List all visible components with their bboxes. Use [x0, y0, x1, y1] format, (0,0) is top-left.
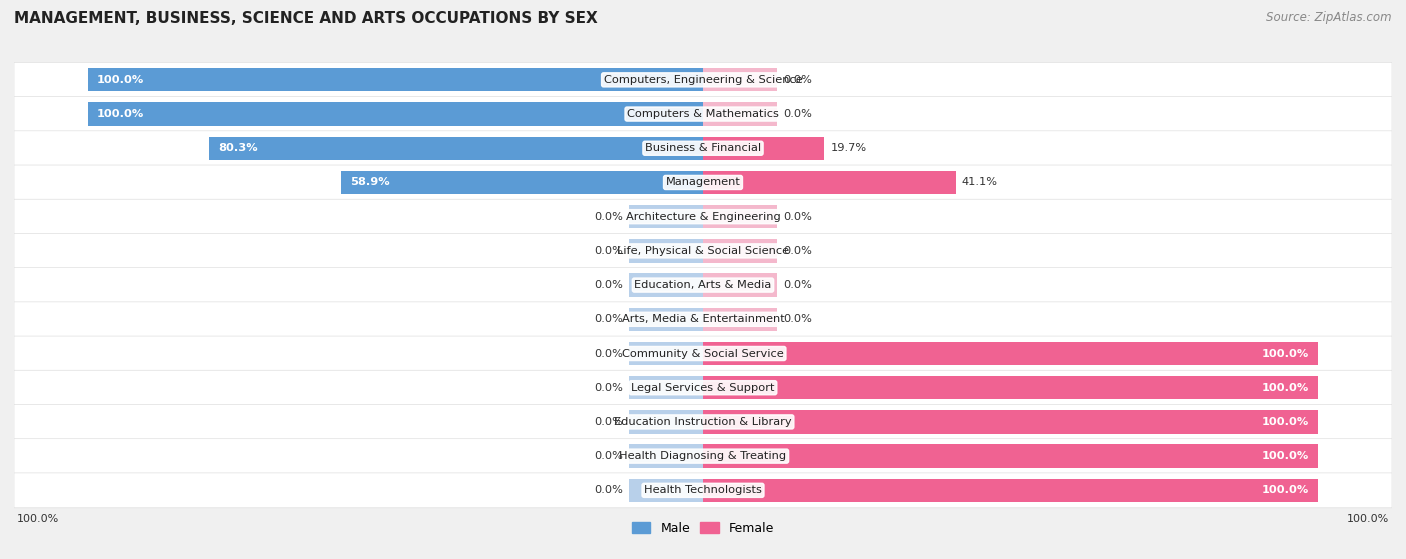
Bar [630, 444, 703, 468]
FancyBboxPatch shape [14, 199, 1392, 234]
Text: 0.0%: 0.0% [783, 75, 811, 85]
Text: 100.0%: 100.0% [1261, 417, 1309, 427]
Bar [703, 205, 778, 228]
FancyBboxPatch shape [14, 131, 1392, 165]
FancyBboxPatch shape [14, 473, 1392, 508]
Bar [703, 273, 778, 297]
Text: 0.0%: 0.0% [783, 109, 811, 119]
Text: 0.0%: 0.0% [595, 417, 623, 427]
Text: 0.0%: 0.0% [595, 212, 623, 222]
Text: Health Technologists: Health Technologists [644, 485, 762, 495]
Text: 100.0%: 100.0% [1261, 348, 1309, 358]
Bar [630, 273, 703, 297]
Bar [703, 239, 778, 263]
Bar [630, 239, 703, 263]
FancyBboxPatch shape [14, 63, 1392, 97]
Bar [87, 102, 703, 126]
Bar [703, 102, 778, 126]
Text: 0.0%: 0.0% [783, 212, 811, 222]
Text: 0.0%: 0.0% [595, 246, 623, 256]
Text: 41.1%: 41.1% [962, 177, 998, 187]
Bar [703, 68, 778, 92]
Bar [630, 410, 703, 434]
Bar [630, 307, 703, 331]
Bar [703, 307, 778, 331]
Bar [630, 479, 703, 502]
Text: Education, Arts & Media: Education, Arts & Media [634, 280, 772, 290]
Bar [703, 136, 824, 160]
Text: MANAGEMENT, BUSINESS, SCIENCE AND ARTS OCCUPATIONS BY SEX: MANAGEMENT, BUSINESS, SCIENCE AND ARTS O… [14, 11, 598, 26]
Text: 0.0%: 0.0% [595, 348, 623, 358]
Text: 100.0%: 100.0% [97, 109, 145, 119]
Text: 0.0%: 0.0% [595, 383, 623, 393]
Bar [340, 171, 703, 194]
Text: 0.0%: 0.0% [595, 314, 623, 324]
FancyBboxPatch shape [14, 302, 1392, 337]
Text: Management: Management [665, 177, 741, 187]
Text: Community & Social Service: Community & Social Service [621, 348, 785, 358]
FancyBboxPatch shape [14, 405, 1392, 439]
FancyBboxPatch shape [14, 268, 1392, 302]
Bar [703, 444, 1319, 468]
FancyBboxPatch shape [14, 97, 1392, 131]
FancyBboxPatch shape [14, 234, 1392, 268]
Text: 0.0%: 0.0% [595, 280, 623, 290]
Bar [703, 479, 1319, 502]
Text: Architecture & Engineering: Architecture & Engineering [626, 212, 780, 222]
Text: 0.0%: 0.0% [595, 451, 623, 461]
Text: 100.0%: 100.0% [1261, 451, 1309, 461]
Text: 100.0%: 100.0% [17, 514, 59, 524]
Bar [630, 342, 703, 365]
Bar [630, 205, 703, 228]
Text: Arts, Media & Entertainment: Arts, Media & Entertainment [621, 314, 785, 324]
Text: Source: ZipAtlas.com: Source: ZipAtlas.com [1267, 11, 1392, 24]
Text: 100.0%: 100.0% [1261, 383, 1309, 393]
Text: 100.0%: 100.0% [1261, 485, 1309, 495]
Bar [209, 136, 703, 160]
Bar [87, 68, 703, 92]
Text: 0.0%: 0.0% [783, 246, 811, 256]
Bar [703, 410, 1319, 434]
Text: Health Diagnosing & Treating: Health Diagnosing & Treating [620, 451, 786, 461]
Text: Legal Services & Support: Legal Services & Support [631, 383, 775, 393]
FancyBboxPatch shape [14, 439, 1392, 473]
Bar [630, 376, 703, 399]
Text: Computers, Engineering & Science: Computers, Engineering & Science [603, 75, 803, 85]
Text: 100.0%: 100.0% [1347, 514, 1389, 524]
Text: Computers & Mathematics: Computers & Mathematics [627, 109, 779, 119]
Legend: Male, Female: Male, Female [627, 517, 779, 540]
Text: Business & Financial: Business & Financial [645, 143, 761, 153]
Text: 58.9%: 58.9% [350, 177, 389, 187]
FancyBboxPatch shape [14, 336, 1392, 371]
FancyBboxPatch shape [14, 165, 1392, 200]
Text: 80.3%: 80.3% [218, 143, 257, 153]
Text: 0.0%: 0.0% [783, 314, 811, 324]
Text: Education Instruction & Library: Education Instruction & Library [614, 417, 792, 427]
FancyBboxPatch shape [14, 370, 1392, 405]
Text: 0.0%: 0.0% [595, 485, 623, 495]
Bar [703, 171, 956, 194]
Text: 19.7%: 19.7% [831, 143, 866, 153]
Text: 0.0%: 0.0% [783, 280, 811, 290]
Text: Life, Physical & Social Science: Life, Physical & Social Science [617, 246, 789, 256]
Text: 100.0%: 100.0% [97, 75, 145, 85]
Bar [703, 342, 1319, 365]
Bar [703, 376, 1319, 399]
